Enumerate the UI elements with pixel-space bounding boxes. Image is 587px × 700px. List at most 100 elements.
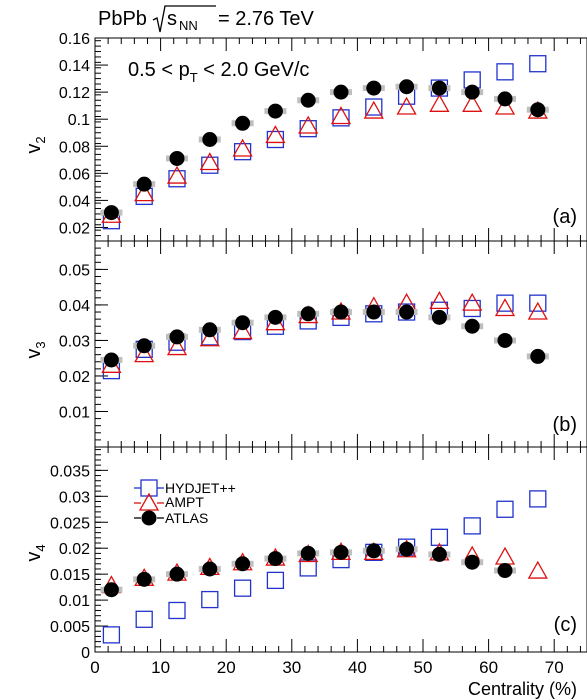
annotation-sub: T: [190, 70, 198, 85]
panel-frame: [94, 446, 587, 653]
hydjet-point: [135, 610, 153, 628]
hydjet-point: [201, 590, 219, 609]
y-tick-label: 0.035: [50, 463, 90, 480]
hydjet-point: [233, 143, 252, 161]
atlas-point: [136, 176, 152, 192]
atlas-point: [497, 332, 513, 348]
hydjet-point: [266, 130, 285, 149]
y-tick-label: 0.12: [59, 85, 90, 102]
ampt-point: [429, 291, 450, 310]
atlas-point: [431, 546, 447, 562]
ampt-point: [232, 138, 253, 157]
atlas-point: [103, 352, 119, 368]
ampt-point: [199, 328, 220, 347]
atlas-point: [136, 571, 152, 587]
y-tick-label: 0.08: [59, 139, 90, 156]
ampt-point: [396, 96, 417, 115]
ampt-point: [462, 292, 483, 311]
ampt-point: [527, 301, 548, 320]
y-axis-title-v2: v2: [23, 136, 48, 153]
x-axis-title: Centrality (%): [468, 679, 577, 699]
y-tick-label: 0.03: [59, 333, 90, 350]
atlas-point: [366, 304, 382, 320]
x-tick-label: 40: [348, 658, 367, 677]
y-tick-label: 0: [81, 645, 90, 662]
atlas-point: [136, 338, 152, 354]
y-axis-title-v2-sub: 2: [33, 136, 48, 143]
ampt-point: [166, 337, 188, 356]
ampt-point: [494, 96, 516, 115]
hydjet-point: [529, 55, 547, 73]
hydjet-point: [233, 579, 252, 597]
y-tick-label: 0.05: [59, 262, 90, 279]
ampt-point: [265, 125, 286, 144]
header-system: PbPb: [98, 8, 147, 30]
x-tick-label: 30: [282, 658, 301, 677]
x-tick-label: 70: [545, 658, 564, 677]
y-tick-label: 0.03: [59, 489, 90, 506]
header-sqrt-sub: NN: [179, 18, 198, 33]
ampt-point: [232, 321, 253, 340]
y-axis-title-v3-main: v: [23, 349, 45, 359]
atlas-point: [202, 322, 218, 338]
y-tick-label: 0.06: [59, 166, 90, 183]
hydjet-point: [529, 490, 547, 508]
hydjet-point: [496, 294, 514, 312]
panel-label-c: (c): [554, 614, 577, 636]
atlas-point: [464, 84, 480, 100]
y-axis-title-v2-main: v: [23, 144, 45, 154]
series-ampt: [101, 539, 548, 594]
x-tick-label: 20: [217, 658, 236, 677]
atlas-point: [497, 563, 513, 579]
atlas-point: [300, 306, 316, 322]
legend-label-atlas: ATLAS: [165, 510, 208, 526]
ampt-point: [494, 298, 516, 317]
ampt-point: [199, 152, 220, 171]
hydjet-point: [496, 63, 514, 81]
hydjet-point: [201, 156, 219, 174]
hydjet-point: [332, 109, 350, 127]
ampt-point: [134, 183, 155, 202]
y-tick-label: 0.02: [59, 369, 90, 386]
ampt-point: [166, 165, 188, 184]
atlas-point: [103, 205, 119, 221]
y-tick-label: 0.015: [50, 567, 90, 584]
panel-label-a: (a): [553, 206, 577, 228]
series-hydjet: [102, 490, 547, 644]
x-tick-label: 50: [414, 658, 433, 677]
atlas-point: [169, 150, 185, 166]
header-energy: = 2.76 TeV: [218, 8, 314, 30]
atlas-point: [366, 80, 382, 96]
y-tick-label: 0.1: [68, 112, 90, 129]
annotation-pre: 0.5 < p: [128, 59, 190, 81]
atlas-point: [267, 551, 283, 567]
y-tick-label: 0.01: [59, 404, 90, 421]
atlas-point: [464, 318, 480, 334]
atlas-point: [235, 315, 251, 331]
y-axis-title-v4: v4: [23, 544, 48, 561]
atlas-point: [300, 92, 316, 108]
x-tick-label: 10: [151, 658, 170, 677]
y-tick-label: 0.01: [59, 593, 90, 610]
atlas-point: [431, 80, 447, 96]
atlas-point: [333, 544, 349, 560]
y-axis-title-v4-main: v: [23, 552, 45, 562]
plot-layer: 0.020.040.060.080.10.120.140.160.010.020…: [50, 31, 587, 677]
y-tick-label: 0.02: [59, 541, 90, 558]
panel-label-b: (b): [553, 414, 577, 436]
hydjet-point: [168, 601, 186, 620]
atlas-point: [169, 329, 185, 345]
atlas-point: [267, 309, 283, 325]
hydjet-point: [102, 626, 121, 644]
hydjet-point: [299, 120, 317, 138]
series-atlas: [100, 304, 549, 368]
atlas-point: [464, 554, 480, 570]
atlas-point: [103, 582, 119, 598]
legend-label-hydjet: HYDJET++: [165, 480, 236, 496]
y-tick-label: 0.04: [59, 298, 90, 315]
ampt-point: [363, 100, 384, 119]
atlas-point: [333, 84, 349, 100]
ampt-point: [330, 106, 352, 125]
header-sqrt-s: s: [167, 8, 177, 30]
